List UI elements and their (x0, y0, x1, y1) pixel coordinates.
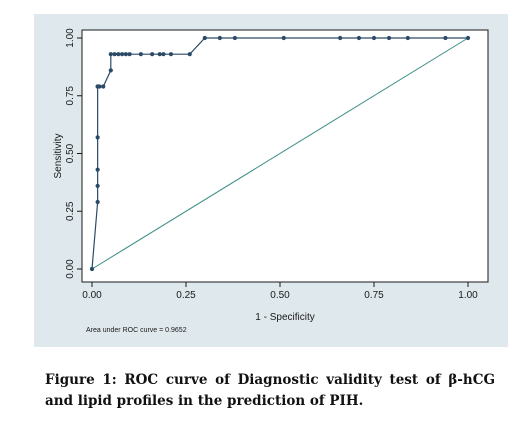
x-axis: 0.00 0.25 0.50 0.75 1.00 (82, 282, 478, 301)
roc-point (157, 52, 162, 57)
roc-point (123, 52, 128, 57)
roc-point (119, 52, 125, 57)
roc-point (89, 266, 95, 272)
y-tick-label: 0.00 (65, 259, 76, 279)
x-tick-label: 0.25 (176, 290, 196, 301)
x-axis-title: 1 - Specificity (255, 312, 314, 323)
x-tick-label: 0.50 (270, 290, 290, 301)
area-under-curve-note: Area under ROC curve = 0.9652 (86, 327, 187, 334)
roc-chart: 0.00 0.25 0.50 0.75 1.00 0.00 0.25 0.50 0.75 1.0… (53, 28, 489, 334)
roc-point (101, 84, 106, 89)
roc-point (108, 52, 113, 57)
roc-point (217, 35, 222, 41)
y-tick-label: 1.00 (65, 28, 76, 48)
y-tick-label: 0.25 (65, 201, 76, 221)
figure-panel: 0.00 0.25 0.50 0.75 1.00 0.00 0.25 0.50 0.75 1.0… (34, 14, 508, 347)
roc-point (112, 52, 117, 57)
roc-point (232, 35, 237, 41)
roc-point (97, 84, 102, 89)
roc-point (150, 52, 155, 57)
roc-point (405, 35, 410, 41)
roc-point (386, 35, 392, 41)
roc-point (95, 199, 100, 205)
roc-point (95, 183, 100, 188)
roc-point (356, 35, 362, 41)
roc-point (443, 35, 448, 41)
roc-point (281, 35, 286, 41)
y-tick-label: 0.75 (65, 86, 76, 106)
y-axis: 0.00 0.25 0.50 0.75 1.00 (65, 28, 82, 279)
roc-point (116, 52, 121, 57)
roc-point (371, 35, 377, 41)
y-tick-label: 0.50 (65, 143, 76, 163)
reference-line (91, 37, 469, 270)
x-tick-label: 0.00 (82, 290, 102, 301)
roc-point (127, 52, 132, 57)
roc-point (95, 167, 100, 172)
roc-point (95, 135, 100, 140)
x-tick-label: 1.00 (458, 290, 478, 301)
roc-point (161, 52, 166, 57)
x-tick-label: 0.75 (364, 290, 384, 301)
series-layer (89, 35, 471, 272)
roc-point (187, 52, 192, 57)
y-axis-title: Sensitivity (53, 133, 64, 178)
roc-point (138, 52, 143, 57)
roc-point (465, 35, 471, 41)
roc-point (202, 35, 207, 41)
roc-point (108, 68, 113, 73)
roc-point (338, 35, 343, 41)
roc-point (168, 52, 174, 57)
plot-area (81, 29, 489, 283)
figure-caption: Figure 1: ROC curve of Diagnostic validi… (45, 372, 495, 409)
